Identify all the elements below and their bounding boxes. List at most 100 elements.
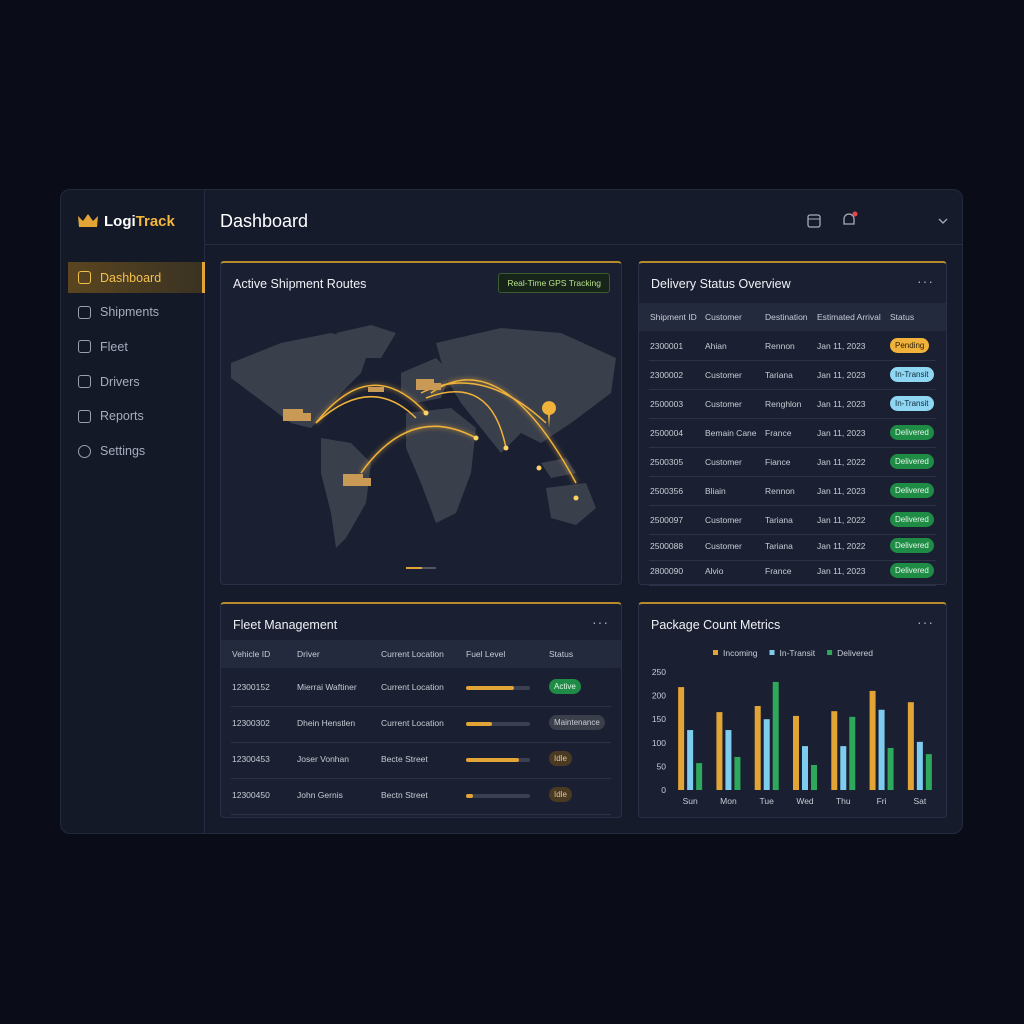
row-divider: [649, 447, 936, 448]
cell: Customer: [705, 457, 742, 467]
cell: 2500356: [650, 486, 684, 496]
fleet-table: Vehicle ID Driver Current Location Fuel Lev…: [221, 640, 621, 815]
nav-item[interactable]: Drivers: [68, 366, 205, 397]
cell: Bliain: [705, 486, 726, 496]
row-divider: [231, 778, 611, 779]
cell: Jan 11, 2022: [817, 457, 866, 467]
row-divider: [649, 476, 936, 477]
cell: John Gernis: [297, 790, 343, 800]
cell: Jan 11, 2023: [817, 486, 866, 496]
more-button[interactable]: ···: [917, 273, 934, 289]
cell: Dhein Henstlen: [297, 718, 356, 728]
nav-icon[interactable]: [78, 409, 91, 423]
status-pill: Delivered: [890, 425, 934, 440]
cell: Customer: [705, 370, 742, 380]
fuel-track: [466, 794, 530, 798]
column-header: Current Location: [381, 649, 444, 659]
row-divider: [649, 360, 936, 361]
bar: [793, 715, 799, 790]
status-pill: Delivered: [890, 512, 934, 527]
cell: Mierrai Waftiner: [297, 682, 357, 692]
status-pill: Active: [549, 679, 581, 694]
cell: Bemain Cane: [705, 428, 757, 438]
cell: Current Location: [381, 718, 444, 728]
row-divider: [231, 742, 611, 743]
page-title: Dashboard: [220, 211, 309, 231]
cell: 2300002: [650, 370, 684, 380]
legend-swatch: [713, 650, 718, 655]
nav-icon[interactable]: [78, 305, 91, 319]
bar: [802, 746, 808, 790]
row-divider: [649, 505, 936, 506]
bar: [772, 681, 779, 790]
fuel-bar: [466, 722, 492, 726]
nav-icon[interactable]: [78, 375, 91, 389]
nav-icon[interactable]: [78, 271, 91, 284]
header: Dashboard: [205, 190, 963, 245]
x-tick-label: Thu: [836, 796, 851, 806]
nav-icon[interactable]: [78, 340, 91, 354]
more-button[interactable]: ···: [917, 614, 934, 630]
cell: Becte Street: [381, 754, 428, 764]
cell: Tariana: [765, 540, 793, 551]
cell: France: [765, 428, 792, 438]
bar: [754, 705, 761, 790]
cell: 2500097: [650, 515, 684, 525]
cell: Jan 11, 2023: [817, 399, 866, 409]
column-header: Shipment ID: [650, 312, 697, 322]
menu-toggle[interactable]: [937, 216, 949, 226]
x-tick-label: Tue: [760, 796, 775, 806]
column-header: Driver: [297, 649, 320, 659]
row-divider: [231, 814, 611, 815]
card-title: Delivery Status Overview: [651, 277, 791, 291]
column-header: Destination: [765, 312, 808, 322]
bar: [887, 747, 894, 790]
y-tick-label: 200: [652, 691, 666, 701]
cell: Tariana: [765, 515, 793, 525]
table-header: [221, 640, 621, 668]
cell: 2500088: [650, 540, 684, 551]
bar: [925, 754, 932, 790]
nav-item[interactable]: Fleet: [68, 331, 205, 362]
nav-item[interactable]: Dashboard: [68, 262, 205, 293]
cell: Current Location: [381, 682, 444, 692]
row-divider: [231, 706, 611, 707]
column-header: Vehicle ID: [232, 649, 271, 659]
cell: Jan 11, 2023: [817, 566, 866, 576]
nav-icon[interactable]: [78, 444, 91, 458]
cell: Customer: [705, 540, 742, 551]
status-pill: Delivered: [890, 454, 934, 469]
card-title: Active Shipment Routes: [233, 277, 367, 291]
bar: [734, 756, 741, 790]
legend-swatch: [827, 650, 833, 655]
cell: Rennon: [765, 486, 795, 496]
status-pill: Delivered: [890, 537, 934, 553]
bar: [831, 711, 838, 790]
bar: [869, 690, 876, 790]
cell: Jan 11, 2023: [817, 428, 866, 438]
fuel-track: [466, 722, 530, 726]
status-pill: Idle: [549, 787, 572, 802]
brand: LogiTrack: [104, 213, 175, 230]
cell: Alvio: [705, 566, 724, 576]
cell: 12300302: [232, 718, 270, 728]
bar: [678, 687, 685, 790]
nav-item[interactable]: Reports: [68, 401, 205, 432]
calendar-button[interactable]: [805, 212, 823, 230]
more-button[interactable]: ···: [592, 614, 609, 630]
status-pill: Maintenance: [549, 715, 605, 730]
nav-item[interactable]: Settings: [68, 436, 205, 467]
legend-label: Incoming: [723, 648, 758, 658]
notification-button[interactable]: [839, 210, 859, 230]
row-divider: [649, 534, 936, 535]
world-map: [231, 325, 616, 569]
cell: 2500305: [650, 457, 684, 467]
bar: [696, 763, 703, 790]
nav-item[interactable]: Shipments: [68, 297, 205, 328]
cell: Jan 11, 2023: [817, 341, 866, 351]
y-tick-label: 50: [657, 761, 667, 771]
x-tick-label: Wed: [796, 796, 814, 806]
cell: Fiance: [765, 457, 791, 467]
fuel-bar: [466, 686, 514, 690]
